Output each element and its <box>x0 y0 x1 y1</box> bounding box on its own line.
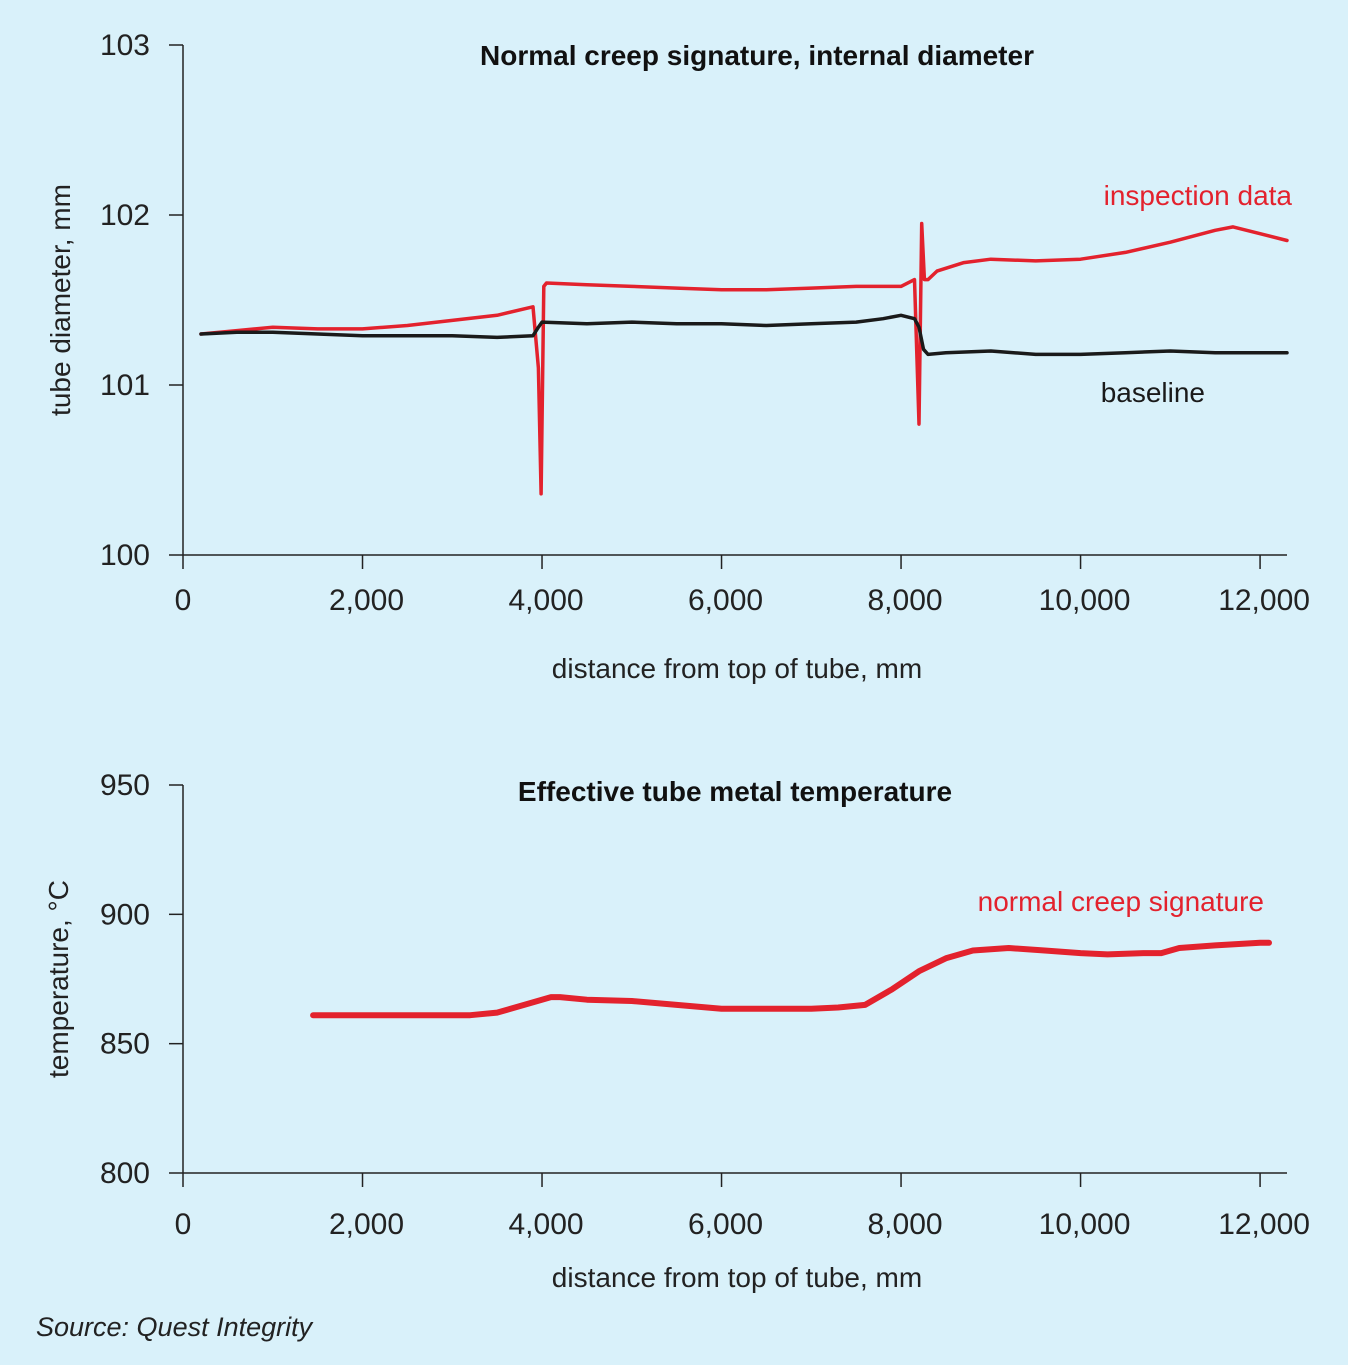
y-axis-title: temperature, °C <box>43 880 74 1078</box>
chart-title: Effective tube metal temperature <box>518 776 952 807</box>
series-line-2 <box>199 313 1289 357</box>
x-tick-label: 6,000 <box>688 584 763 617</box>
x-axis-title: distance from top of tube, mm <box>552 1262 922 1293</box>
temperature-chart: 800 850 900 950 0 2,000 4,000 6,000 8,000 10,000 1… <box>43 769 1310 1293</box>
series-label-1: inspection data <box>1104 180 1293 211</box>
x-tick-label: 12,000 <box>1218 584 1310 617</box>
y-tick-label: 900 <box>100 898 150 931</box>
y-tick-label: 850 <box>100 1028 150 1061</box>
y-tick-label: 101 <box>100 369 150 402</box>
source-note: Source: Quest Integrity <box>36 1312 313 1342</box>
series-label-1: normal creep signature <box>978 886 1264 917</box>
y-tick-label: 950 <box>100 769 150 802</box>
x-tick-label: 10,000 <box>1039 584 1131 617</box>
x-tick-label: 10,000 <box>1039 1208 1131 1241</box>
x-tick-label: 0 <box>175 584 192 617</box>
x-tick-label: 2,000 <box>329 1208 404 1241</box>
x-tick-label: 6,000 <box>688 1208 763 1241</box>
x-tick-label: 4,000 <box>508 584 583 617</box>
x-tick-label: 8,000 <box>868 1208 943 1241</box>
diameter-chart: 100 101 102 103 0 2,000 4,000 6,000 8,000 10,000 1… <box>45 29 1310 684</box>
y-axis-title: tube diameter, mm <box>45 184 76 416</box>
series-line-1 <box>199 221 1289 496</box>
chart-title: Normal creep signature, internal diamete… <box>480 40 1034 71</box>
series-label-2: baseline <box>1101 377 1205 408</box>
x-tick-label: 2,000 <box>329 584 404 617</box>
series-line-1 <box>310 939 1272 1019</box>
y-tick-label: 100 <box>100 539 150 572</box>
x-tick-label: 8,000 <box>868 584 943 617</box>
y-tick-label: 102 <box>100 199 150 232</box>
x-tick-label: 0 <box>175 1208 192 1241</box>
x-tick-label: 4,000 <box>508 1208 583 1241</box>
x-axis-title: distance from top of tube, mm <box>552 653 922 684</box>
x-tick-label: 12,000 <box>1218 1208 1310 1241</box>
y-tick-label: 103 <box>100 29 150 62</box>
y-tick-label: 800 <box>100 1157 150 1190</box>
